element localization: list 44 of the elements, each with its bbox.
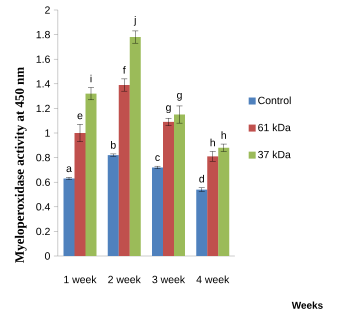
annotation: e [78,113,82,120]
y-tick-label: 1.2 [36,104,50,112]
legend-label: 61 kDa [258,124,291,132]
bar [64,178,74,256]
legend-label: Control [258,96,291,104]
x-tick-label: 2 week [108,276,141,284]
bar [218,148,230,256]
annotation: h [210,138,215,146]
annotation: f [122,66,126,74]
annotation: g [177,92,182,101]
y-tick-label: 0.2 [36,228,50,236]
x-tick-label: 1 week [64,276,97,284]
bar [163,122,174,256]
y-tick-label: 0.4 [36,203,50,211]
bar [74,133,86,256]
y-tick-label: 0 [44,252,50,260]
annotation: h [222,131,226,139]
y-tick-label: 2 [45,6,50,14]
bar [152,167,163,256]
annotation: g [166,105,171,114]
bar [118,85,130,256]
y-tick-label: 1 [45,129,50,137]
legend-label: 37 kDa [258,150,291,158]
y-tick-label: 1.6 [36,56,50,63]
y-tick-label: 1.4 [36,80,50,88]
annotation: b [111,141,116,149]
y-tick-label: 0.8 [36,154,50,162]
text: Weeks [292,302,323,309]
bar [196,190,208,256]
bar [174,114,185,256]
bar [108,155,119,256]
annotation: j [134,16,136,26]
bar [130,37,141,256]
x-tick-label: 4 week [196,276,230,284]
annotation: c [155,155,160,162]
x-tick-label: 3 week [152,276,186,284]
annotation: i [90,74,92,82]
annotation: d [199,174,204,183]
annotation: a [66,166,72,172]
y-tick-label: 0.6 [36,178,50,186]
bar [86,94,96,256]
y-tick-label: 1.8 [36,30,50,38]
bar [207,156,218,256]
y-axis-title: Myeloperoxidase activity at 450 nm [14,67,27,263]
